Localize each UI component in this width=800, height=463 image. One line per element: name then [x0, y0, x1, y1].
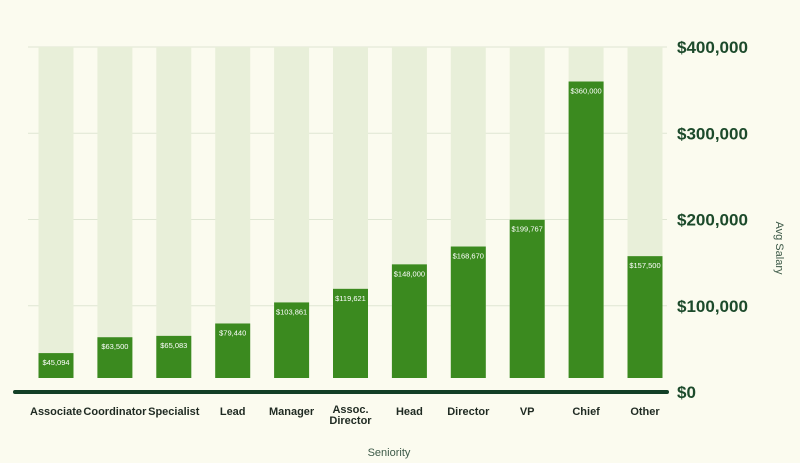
bar-value-label: $65,083 [160, 341, 187, 350]
y-tick-label: $100,000 [677, 297, 748, 316]
bar-value-label: $45,094 [42, 358, 69, 367]
bars [38, 81, 663, 378]
x-tick-label: Chief [572, 406, 600, 418]
bar-value-label: $103,861 [276, 307, 307, 316]
bar-value-label: $168,670 [453, 252, 484, 261]
x-tick-label: Assoc. Director [329, 404, 372, 427]
x-tick-label: Manager [269, 406, 315, 418]
x-tick-label: Director [447, 406, 490, 418]
bar [391, 264, 427, 378]
bar [215, 323, 251, 378]
value-labels: $45,094 $63,500 $65,083 $79,440 $103,861 $119… [42, 87, 660, 368]
bar-value-label: $119,621 [335, 294, 366, 303]
bar-value-label: $199,767 [512, 225, 543, 234]
bar [568, 81, 604, 378]
x-tick-label: Associate [30, 406, 82, 418]
category-labels: Associate Coordinator Specialist Lead Manage… [30, 404, 660, 427]
bar [333, 288, 368, 378]
bar-value-label: $79,440 [219, 328, 246, 337]
x-tick-label: VP [520, 406, 535, 418]
bar [274, 302, 310, 378]
x-tick-label: Other [630, 406, 660, 418]
x-tick-label: Lead [220, 406, 246, 418]
bar-value-label: $157,500 [629, 261, 660, 270]
bar [509, 219, 545, 378]
y-tick-label: $200,000 [677, 211, 748, 230]
x-tick-label: Head [396, 406, 423, 418]
bar-value-label: $148,000 [394, 269, 425, 278]
bar [156, 335, 192, 378]
bar-track [215, 47, 251, 378]
bar-track [97, 47, 133, 378]
y-axis-title: Avg Salary [773, 222, 785, 275]
y-axis-ticks: $0 $100,000 $200,000 $300,000 $400,000 [677, 38, 748, 402]
bar-track [156, 47, 192, 378]
bar [97, 337, 133, 378]
y-tick-label: $300,000 [677, 124, 748, 143]
y-tick-label: $0 [677, 383, 696, 402]
x-axis-title: Seniority [368, 447, 411, 459]
bar-value-label: $63,500 [101, 342, 128, 351]
bar [450, 246, 486, 378]
x-tick-label: Specialist [148, 406, 200, 418]
y-tick-label: $400,000 [677, 38, 748, 57]
bar-value-label: $360,000 [570, 87, 601, 96]
bar [627, 256, 663, 378]
bar [38, 353, 74, 378]
x-tick-label: Coordinator [83, 406, 147, 418]
bar-track [38, 47, 74, 378]
